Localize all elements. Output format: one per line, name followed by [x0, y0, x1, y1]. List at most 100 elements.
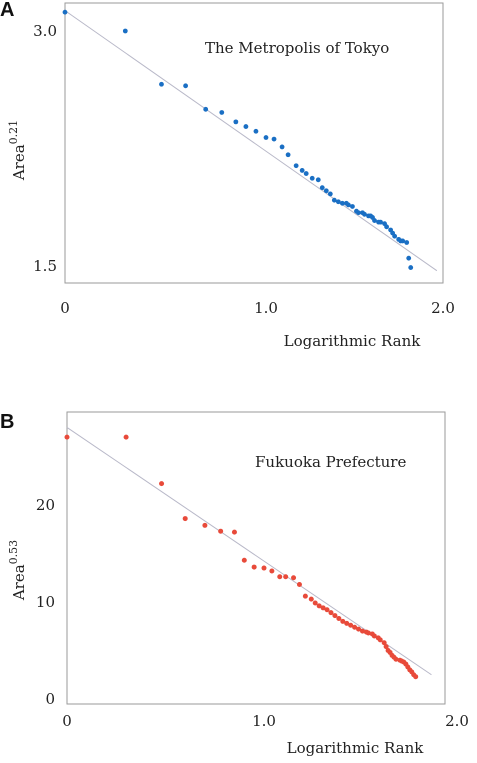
- panel-b-x-tick-label: 2.0: [445, 712, 469, 730]
- panel-a-data-point: [122, 28, 128, 34]
- panel-b-data-point: [231, 529, 237, 535]
- panel-a-data-point: [335, 199, 341, 205]
- panel-b-data-point: [413, 674, 419, 680]
- panel-a-data-point: [331, 197, 337, 203]
- panel-a-data-point: [339, 200, 345, 206]
- panel-b-data-point: [123, 434, 129, 440]
- panel-a-letter: A: [0, 0, 14, 21]
- panel-b-data-point: [308, 596, 314, 602]
- panel-a-data-point: [356, 210, 361, 216]
- panel-a-data-point: [404, 240, 410, 245]
- panel-b-data-point: [344, 620, 350, 626]
- panel-b-data-point: [352, 624, 358, 630]
- panel-b-data-point: [182, 516, 188, 522]
- panel-a-title: The Metropolis of Tokyo: [205, 39, 389, 57]
- panel-a-x-tick-label: 1.0: [254, 299, 278, 317]
- panel-b-data-point: [261, 565, 267, 571]
- panel-a-data-point: [408, 265, 414, 270]
- panel-b-data-point: [332, 613, 338, 619]
- panel-a-data-point: [319, 185, 325, 191]
- panel-a-data-point: [183, 83, 189, 89]
- panel-a-data-point: [346, 202, 351, 208]
- panel-a-data-point: [372, 218, 377, 223]
- panel-b-y-axis-label: Area0.53: [7, 540, 28, 601]
- panel-a-points: [62, 9, 414, 270]
- panel-a-data-point: [315, 177, 321, 183]
- panel-b-data-point: [377, 637, 383, 643]
- panel-b-data-point: [365, 630, 371, 636]
- panel-b-data-point: [283, 574, 289, 580]
- panel-b-data-point: [320, 605, 326, 611]
- panel-a-data-point: [350, 204, 355, 209]
- panel-a-data-point: [362, 211, 367, 217]
- panel-b-data-point: [202, 522, 208, 528]
- panel-a-data-point: [233, 119, 239, 125]
- panel-a-data-point: [392, 233, 398, 239]
- panel-b-data-point: [251, 564, 257, 570]
- panel-a-fit-line: [64, 10, 438, 272]
- panel-a-data-point: [62, 9, 68, 15]
- panel-a-data-point: [285, 152, 291, 158]
- panel-a-y-axis-label-exponent: 0.21: [7, 120, 20, 145]
- panel-b-data-point: [269, 568, 275, 574]
- panel-b-data-point: [336, 615, 342, 621]
- panel-b-y-tick-label: 10: [36, 593, 55, 611]
- panel-a-y-tick-label: 3.0: [33, 22, 57, 40]
- panel-a-data-point: [299, 168, 305, 173]
- panel-a-data-point: [271, 136, 277, 142]
- panel-a-data-point: [243, 124, 249, 129]
- panel-a-data-point: [406, 255, 412, 261]
- panel-a-data-point: [327, 191, 333, 197]
- panel-b-y-tick-label: 0: [45, 690, 55, 708]
- panel-a-data-point: [279, 144, 285, 150]
- panel-a-data-point: [303, 171, 309, 176]
- panel-a-data-point: [253, 128, 259, 134]
- panel-a: A The Metropolis of Tokyo 1.5 3.0 0 1.0 …: [0, 0, 455, 350]
- panel-b-data-point: [324, 607, 330, 613]
- panel-b-y-axis-label-exponent: 0.53: [7, 540, 20, 565]
- panel-b-data-point: [340, 618, 346, 624]
- panel-a-data-point: [323, 188, 329, 194]
- panel-b-y-axis-label-base: Area: [10, 564, 28, 601]
- panel-a-data-point: [159, 81, 164, 87]
- panel-b-data-point: [312, 600, 318, 606]
- panel-b-data-point: [302, 593, 308, 599]
- panel-b-plot-frame: [66, 411, 446, 705]
- panel-b-letter: B: [0, 411, 14, 433]
- panel-a-x-tick-label: 0: [60, 299, 70, 317]
- panel-b-data-point: [218, 528, 224, 534]
- panel-b-data-point: [360, 628, 365, 634]
- panel-b-data-point: [328, 610, 334, 616]
- panel-b-data-point: [277, 574, 283, 580]
- panel-b-data-point: [316, 603, 322, 609]
- panel-a-plot-frame: [64, 2, 444, 284]
- panel-b-data-point: [381, 640, 387, 646]
- panel-b-data-point: [296, 582, 302, 588]
- panel-a-data-point: [263, 135, 269, 140]
- panel-a-x-tick-label: 2.0: [431, 299, 455, 317]
- panel-a-y-axis-label-base: Area: [10, 144, 28, 181]
- panel-b-x-axis-label: Logarithmic Rank: [287, 739, 425, 757]
- panel-b-data-point: [348, 622, 354, 628]
- panel-a-data-point: [293, 163, 299, 169]
- panel-a-x-axis-label: Logarithmic Rank: [284, 332, 422, 350]
- panel-a-y-tick-label: 1.5: [33, 257, 57, 275]
- panel-b-y-tick-label: 20: [36, 496, 55, 514]
- panel-a-data-point: [219, 110, 225, 115]
- panel-b-data-point: [393, 656, 399, 662]
- panel-b-data-point: [241, 557, 247, 563]
- panel-a-data-point: [384, 224, 389, 230]
- panel-a-data-point: [203, 106, 209, 112]
- panel-b-data-point: [356, 626, 362, 632]
- panel-b-points: [64, 434, 419, 680]
- panel-b-title: Fukuoka Prefecture: [255, 453, 406, 471]
- panel-b-x-tick-label: 0: [62, 712, 72, 730]
- panel-b-data-point: [291, 575, 297, 581]
- panel-a-data-point: [400, 238, 406, 244]
- panel-b-data-point: [371, 633, 377, 639]
- panel-b-data-point: [383, 644, 389, 650]
- panel-b-data-point: [159, 481, 165, 487]
- panel-b-x-tick-label: 1.0: [252, 712, 276, 730]
- panel-a-y-axis-label: Area0.21: [7, 120, 28, 181]
